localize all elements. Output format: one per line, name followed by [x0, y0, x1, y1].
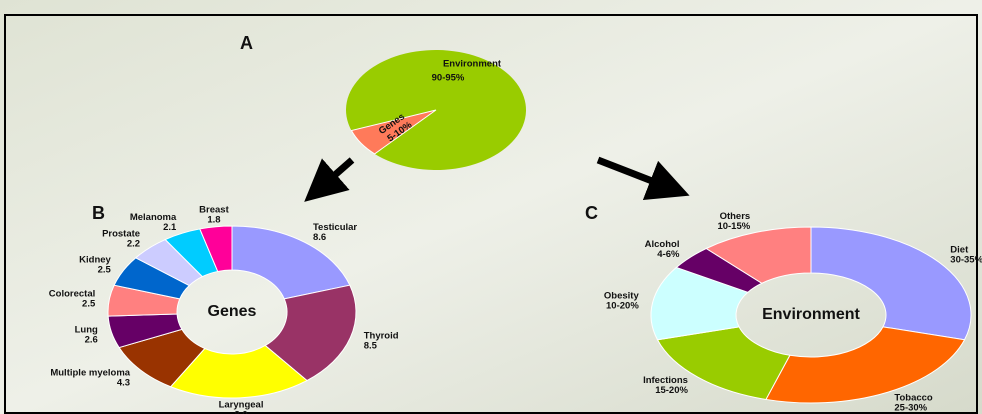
slice-value: 10-20%	[606, 300, 639, 311]
slice-value: 8.6	[313, 232, 326, 243]
slice-value: 1.8	[207, 214, 220, 225]
slice-value: 25-30%	[894, 402, 927, 413]
slice-value: 90-95%	[432, 73, 465, 84]
slice-value: 4-6%	[657, 249, 680, 260]
center-label: Genes	[208, 303, 257, 320]
panel-label: B	[92, 203, 105, 223]
slice-value: 10-15%	[717, 221, 750, 232]
panel-label: C	[585, 203, 598, 223]
slice-label: Environment	[443, 59, 502, 70]
center-label: Environment	[762, 306, 860, 323]
panel-label: A	[240, 33, 253, 53]
slice-value: 8.5	[364, 341, 378, 352]
figure: Environment90-95%Genes5-10%ATesticular8.…	[0, 0, 982, 414]
slice-value: 2.5	[82, 298, 96, 309]
slice-value: 2.6	[85, 335, 98, 346]
slice-value: 2.1	[163, 222, 177, 233]
slice-value: 2.2	[127, 238, 140, 249]
slice-value: 15-20%	[655, 385, 688, 396]
slice-value: 8.0	[234, 409, 247, 414]
slice-value: 4.3	[117, 378, 130, 389]
slice-value: 30-35%	[950, 255, 982, 266]
slice-value: 2.5	[98, 265, 112, 276]
